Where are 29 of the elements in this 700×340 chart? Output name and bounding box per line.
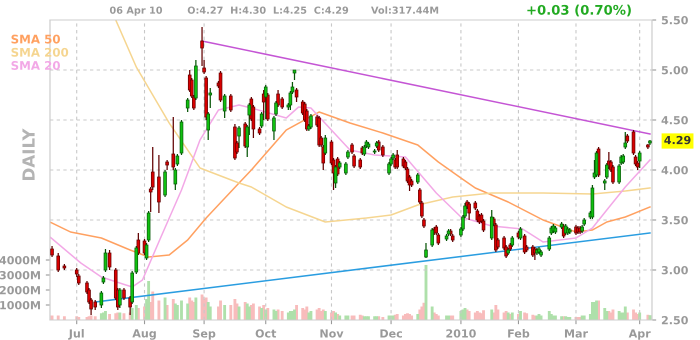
- text: SMA 20: [11, 61, 60, 70]
- x-tick-label: 2010: [446, 329, 476, 338]
- x-tick-label: Mar: [564, 329, 588, 338]
- text: 06 Apr 10: [110, 6, 162, 16]
- text: SMA 50: [11, 34, 60, 44]
- y2-tick-label: 3000M: [0, 270, 40, 280]
- y-tick-label: 5.50: [662, 16, 688, 24]
- text: Vol:317.44M: [371, 6, 438, 14]
- y-tick-label: 3.00: [662, 266, 688, 274]
- x-tick-label: Oct: [256, 329, 276, 338]
- y-tick-label: 4.00: [662, 166, 688, 174]
- x-tick-label: Sep: [193, 329, 216, 340]
- annotation: 4.29: [664, 136, 691, 144]
- x-tick-label: Jul: [68, 329, 84, 340]
- x-tick-label: Apr: [628, 329, 651, 340]
- text: SMA 200: [11, 48, 68, 57]
- x-tick-label: Nov: [320, 329, 344, 338]
- text: +0.03 (0.70%): [527, 4, 631, 16]
- x-tick-label: Feb: [508, 329, 530, 338]
- y2-tick-label: 2000M: [0, 286, 40, 294]
- y2-tick-label: 1000M: [0, 300, 40, 310]
- x-tick-label: Dec: [380, 329, 402, 338]
- text: O:4.27 H:4.30 L:4.25 C:4.29: [188, 6, 348, 14]
- y-tick-label: 5.00: [662, 66, 688, 74]
- x-tick-label: Aug: [132, 329, 156, 340]
- y-tick-label: 2.50: [662, 316, 688, 324]
- y-tick-label: 4.50: [662, 116, 688, 124]
- y-tick-label: 3.50: [662, 216, 688, 224]
- text: DAILY: [22, 128, 35, 180]
